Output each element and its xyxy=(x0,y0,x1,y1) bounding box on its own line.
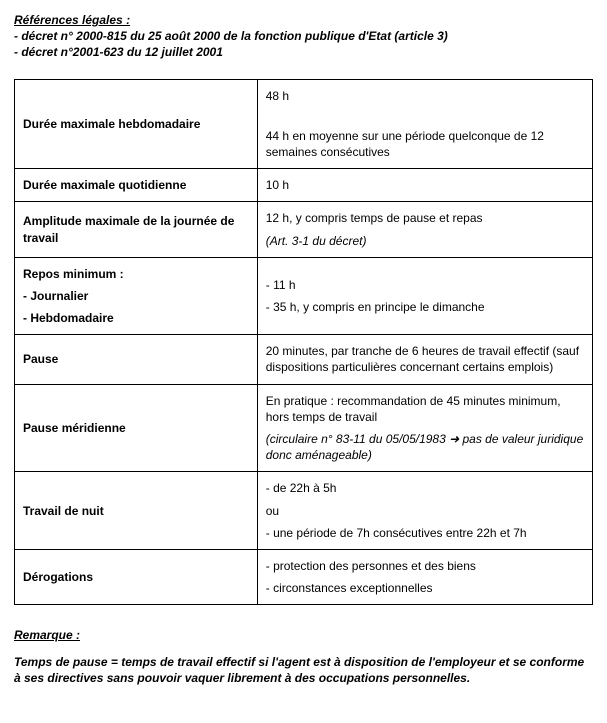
remark-body: Temps de pause = temps de travail effect… xyxy=(14,655,584,685)
row-label: Pause méridienne xyxy=(15,384,258,472)
row-value-line: - une période de 7h consécutives entre 2… xyxy=(266,525,584,541)
remark-section: Remarque : Temps de pause = temps de tra… xyxy=(14,627,593,686)
table-row: Travail de nuit - de 22h à 5h ou - une p… xyxy=(15,472,593,550)
row-value-line: - protection des personnes et des biens xyxy=(266,558,584,574)
row-label: Amplitude maximale de la journée de trav… xyxy=(15,202,258,257)
table-row: Dérogations - protection des personnes e… xyxy=(15,549,593,604)
row-value-line: - circonstances exceptionnelles xyxy=(266,580,584,596)
row-value: 12 h, y compris temps de pause et repas … xyxy=(257,202,592,257)
row-value-line: En pratique : recommandation de 45 minut… xyxy=(266,393,584,425)
row-value: - protection des personnes et des biens … xyxy=(257,549,592,604)
row-label-line: - Journalier xyxy=(23,288,249,304)
regulations-table: Durée maximale hebdomadaire 48 h 44 h en… xyxy=(14,79,593,606)
table-row: Pause 20 minutes, par tranche de 6 heure… xyxy=(15,335,593,384)
row-value-line: - 11 h xyxy=(266,277,584,293)
legal-references: Références légales : - décret n° 2000-81… xyxy=(14,12,593,61)
row-label: Durée maximale hebdomadaire xyxy=(15,79,258,169)
row-value: - de 22h à 5h ou - une période de 7h con… xyxy=(257,472,592,550)
spacer xyxy=(266,104,584,128)
table-row: Pause méridienne En pratique : recommand… xyxy=(15,384,593,472)
table-row: Durée maximale hebdomadaire 48 h 44 h en… xyxy=(15,79,593,169)
row-value: 20 minutes, par tranche de 6 heures de t… xyxy=(257,335,592,384)
legal-references-title: Références légales : xyxy=(14,13,130,27)
row-label: Pause xyxy=(15,335,258,384)
row-value-line: - de 22h à 5h xyxy=(266,480,584,496)
row-value-line: ou xyxy=(266,503,584,519)
row-label-line: - Hebdomadaire xyxy=(23,310,249,326)
table-row: Repos minimum : - Journalier - Hebdomada… xyxy=(15,257,593,335)
row-value-note: (circulaire n° 83-11 du 05/05/1983 ➜ pas… xyxy=(266,431,584,463)
row-value-note: (Art. 3-1 du décret) xyxy=(266,233,584,249)
table-row: Amplitude maximale de la journée de trav… xyxy=(15,202,593,257)
row-label: Repos minimum : - Journalier - Hebdomada… xyxy=(15,257,258,335)
row-value: 48 h 44 h en moyenne sur une période que… xyxy=(257,79,592,169)
row-value-line: 44 h en moyenne sur une période quelconq… xyxy=(266,128,584,160)
table-row: Durée maximale quotidienne 10 h xyxy=(15,169,593,202)
remark-title: Remarque : xyxy=(14,627,593,643)
row-label: Dérogations xyxy=(15,549,258,604)
legal-reference-1: - décret n° 2000-815 du 25 août 2000 de … xyxy=(14,29,448,43)
row-value: 10 h xyxy=(257,169,592,202)
row-value-line: - 35 h, y compris en principe le dimanch… xyxy=(266,299,584,315)
legal-reference-2: - décret n°2001-623 du 12 juillet 2001 xyxy=(14,45,223,59)
row-value-line: 12 h, y compris temps de pause et repas xyxy=(266,210,584,226)
row-label: Durée maximale quotidienne xyxy=(15,169,258,202)
row-value-line: 48 h xyxy=(266,88,584,104)
row-value: En pratique : recommandation de 45 minut… xyxy=(257,384,592,472)
row-value: - 11 h - 35 h, y compris en principe le … xyxy=(257,257,592,335)
row-label-line: Repos minimum : xyxy=(23,266,249,282)
row-label: Travail de nuit xyxy=(15,472,258,550)
